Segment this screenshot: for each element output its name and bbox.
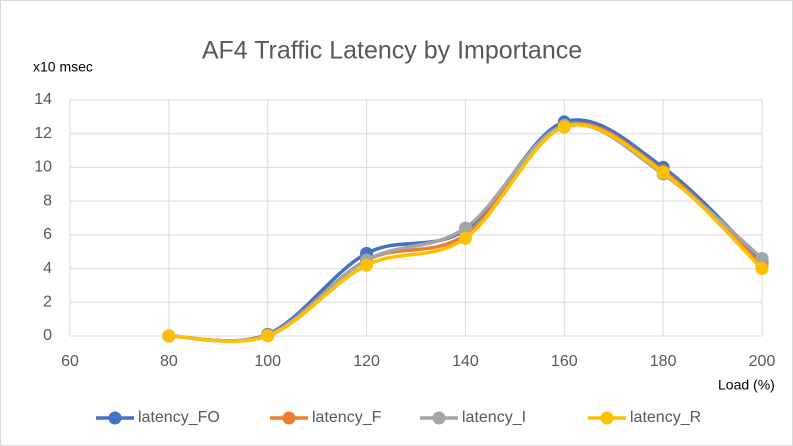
data-point [261, 329, 275, 343]
y-tick-label: 2 [43, 294, 52, 311]
legend-marker [600, 411, 614, 425]
x-tick-label: 140 [452, 353, 479, 370]
x-tick-label: 180 [650, 353, 677, 370]
x-tick-label: 160 [551, 353, 578, 370]
legend-label: latency_R [630, 409, 701, 426]
data-point [458, 221, 472, 235]
y-tick-label: 6 [43, 226, 52, 243]
data-point [755, 251, 769, 265]
data-point [458, 231, 472, 245]
data-point [755, 262, 769, 276]
x-tick-label: 80 [160, 353, 178, 370]
data-point [557, 120, 571, 134]
y-axis-label: x10 msec [33, 59, 93, 75]
x-tick-label: 200 [749, 353, 776, 370]
y-tick-label: 10 [34, 159, 52, 176]
legend-marker [282, 411, 296, 425]
chart-title: AF4 Traffic Latency by Importance [202, 37, 582, 65]
legend-marker [432, 411, 446, 425]
y-tick-label: 0 [43, 327, 52, 344]
data-point [656, 165, 670, 179]
y-tick-label: 12 [34, 125, 52, 142]
legend-label: latency_FO [138, 409, 220, 426]
x-tick-label: 120 [353, 353, 380, 370]
y-tick-label: 4 [43, 260, 52, 277]
x-tick-label: 60 [61, 353, 79, 370]
x-axis-label: Load (%) [718, 377, 775, 393]
x-tick-label: 100 [254, 353, 281, 370]
legend-marker [108, 411, 122, 425]
y-tick-label: 8 [43, 192, 52, 209]
legend-label: latency_I [462, 409, 526, 426]
data-point [162, 329, 176, 343]
data-point [360, 258, 374, 272]
legend-label: latency_F [312, 409, 382, 426]
y-tick-label: 14 [34, 91, 52, 108]
